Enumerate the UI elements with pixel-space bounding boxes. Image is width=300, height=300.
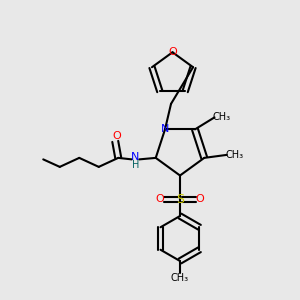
Text: O: O (168, 47, 177, 57)
Text: O: O (112, 131, 121, 141)
Text: CH₃: CH₃ (225, 150, 243, 160)
Text: CH₃: CH₃ (213, 112, 231, 122)
Text: H: H (132, 160, 139, 170)
Text: N: N (131, 152, 140, 162)
Text: N: N (161, 124, 169, 134)
Text: S: S (176, 193, 184, 206)
Text: CH₃: CH₃ (171, 273, 189, 284)
Text: O: O (196, 194, 205, 205)
Text: O: O (155, 194, 164, 205)
